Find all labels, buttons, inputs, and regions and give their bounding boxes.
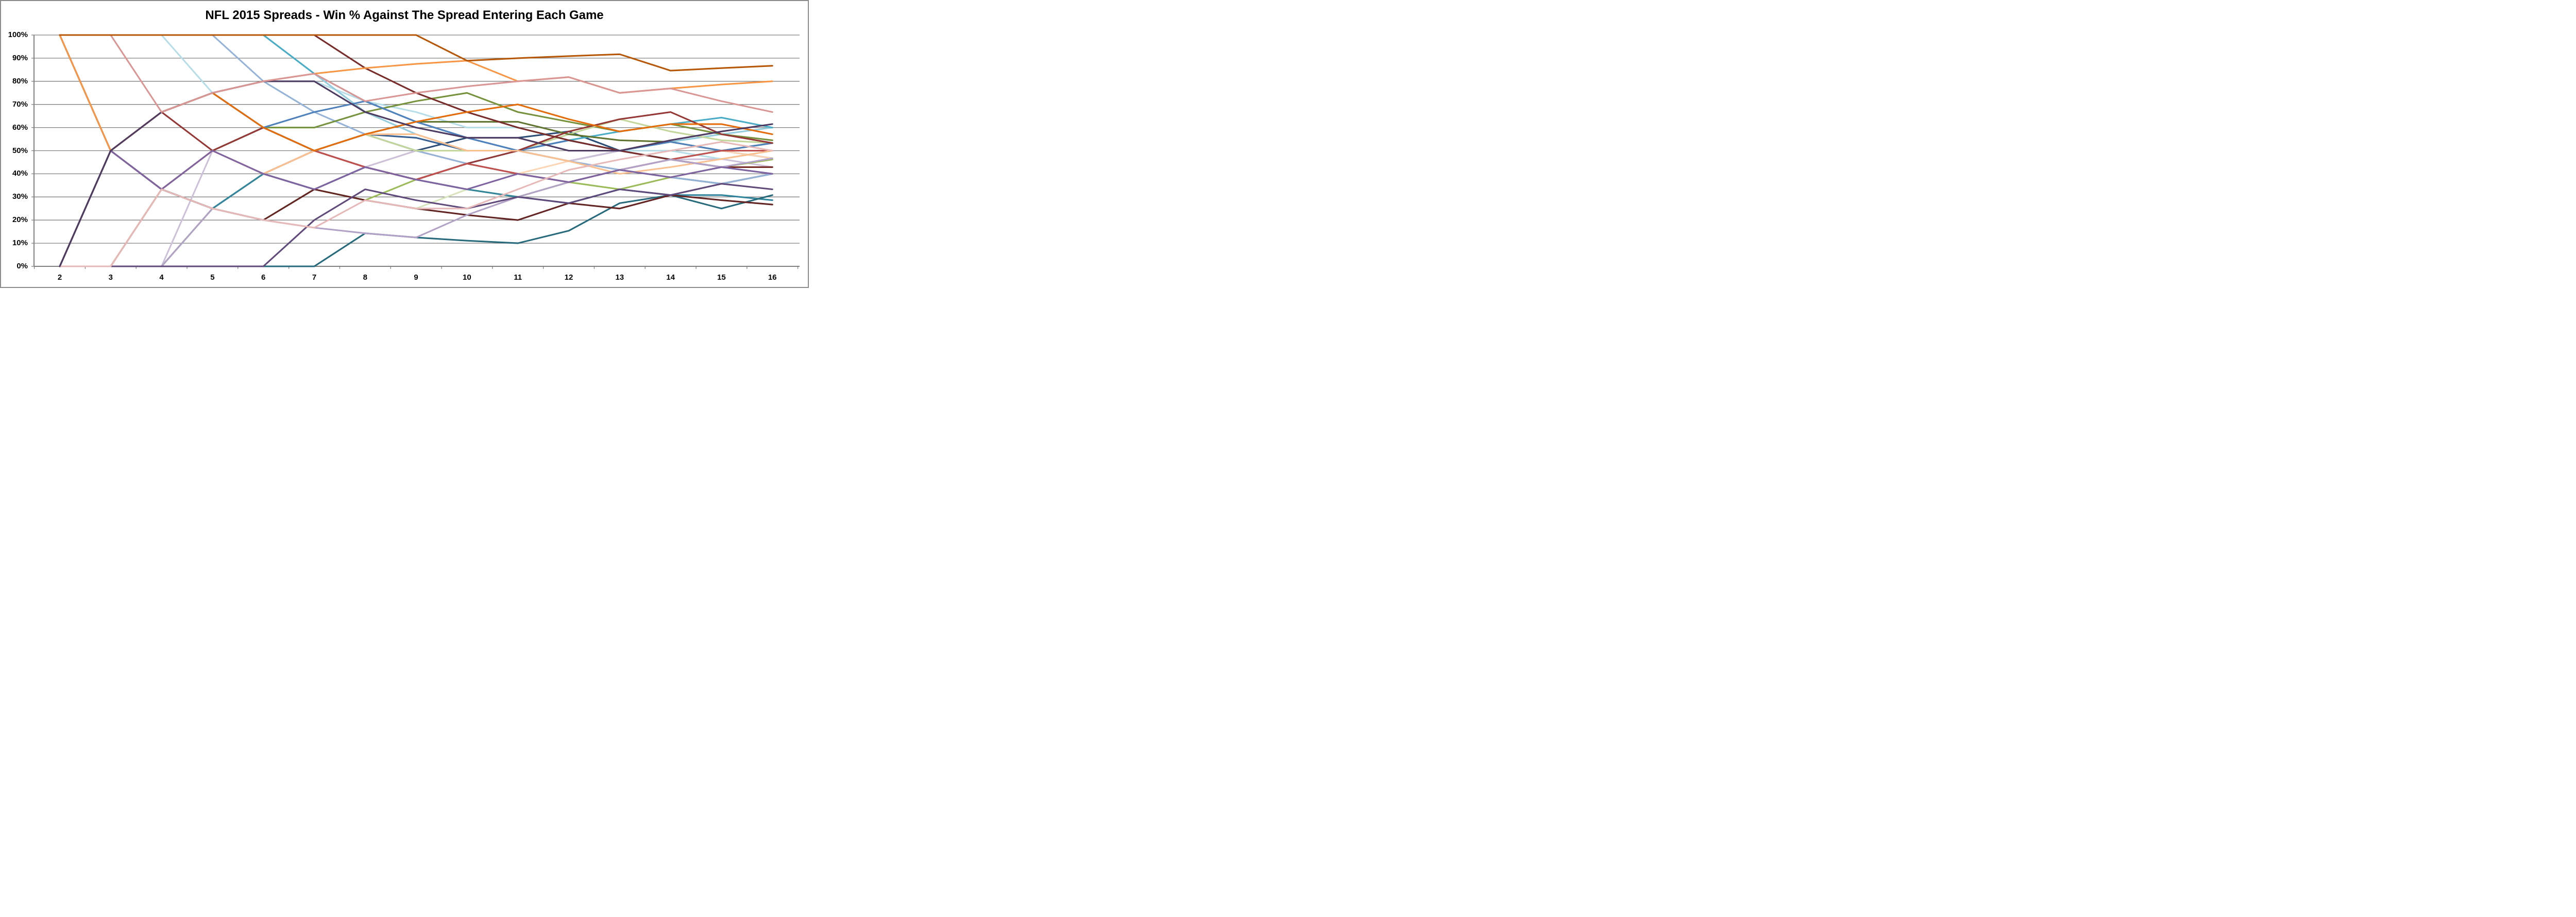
x-tick-label: 2 [57,273,62,282]
y-tick-label: 60% [12,123,28,132]
data-series-series-12 [59,34,773,72]
y-tick-label: 10% [12,239,28,248]
x-tick-label: 4 [159,273,164,282]
x-tick-label: 14 [666,273,675,282]
y-tick-label: 20% [12,215,28,225]
y-tick-label: 80% [12,76,28,86]
data-series-series-29 [59,34,773,160]
chart-title: NFL 2015 Spreads - Win % Against The Spr… [205,8,604,22]
y-tick-label: 70% [12,99,28,109]
y-tick-label: 100% [8,30,28,39]
data-series-series-16 [59,157,773,267]
x-tick-label: 5 [210,273,215,282]
y-tick-label: 50% [12,146,28,155]
plot-area [31,34,800,269]
x-tick-label: 8 [363,273,367,282]
x-tick-label: 15 [717,273,726,282]
y-tick-label: 0% [16,262,28,270]
x-tick-label: 11 [514,273,522,282]
data-series-series-04 [59,149,773,267]
x-tick-label: 16 [768,273,777,282]
line-chart-frame: NFL 2015 Spreads - Win % Against The Spr… [0,0,809,288]
y-tick-label: 30% [12,192,28,201]
x-tick-label: 3 [108,273,113,282]
x-tick-label: 7 [312,273,317,282]
x-tick-label: 10 [463,273,471,282]
y-tick-label: 40% [12,169,28,178]
data-series-series-22 [59,183,773,267]
x-tick-label: 12 [564,273,573,282]
data-series-series-26 [59,141,773,267]
x-tick-label: 13 [615,273,624,282]
data-series-series-03 [59,159,773,267]
x-tick-label: 6 [261,273,266,282]
data-series-series-14 [59,34,773,113]
x-tick-label: 9 [414,273,418,282]
y-tick-label: 90% [12,53,28,62]
